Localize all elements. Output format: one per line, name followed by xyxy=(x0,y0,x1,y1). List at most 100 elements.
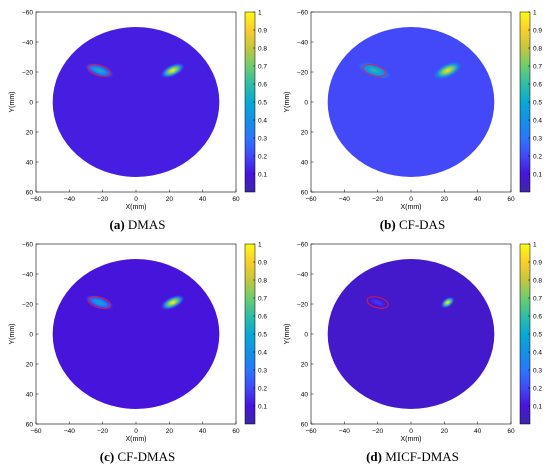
colorbar-tick-label: 0.7 xyxy=(533,63,542,70)
colorbar-tick-label: 0.6 xyxy=(533,313,542,320)
hotspot-2 xyxy=(440,296,455,309)
hotspot-1 xyxy=(356,61,393,80)
heatmap-field xyxy=(327,259,495,409)
heatmap-field xyxy=(52,259,220,409)
colorbar-tick-label: 0.7 xyxy=(533,295,542,302)
colorbar-tick-label: 0.6 xyxy=(258,81,267,88)
heatmap-background xyxy=(52,27,220,177)
colorbar-tick-label: 0.4 xyxy=(533,117,542,124)
x-tick-label: 0 xyxy=(409,428,413,435)
y-tick-label: −40 xyxy=(22,39,33,46)
x-tick-label: 60 xyxy=(232,428,240,435)
heatmap-background xyxy=(327,27,495,177)
y-tick-label: 20 xyxy=(301,361,309,368)
y-tick-label: 60 xyxy=(26,189,34,196)
y-tick-label: 60 xyxy=(301,421,309,428)
x-tick-label: −40 xyxy=(64,196,75,203)
y-tick-label: −20 xyxy=(297,301,308,308)
x-tick-label: 40 xyxy=(199,428,207,435)
colorbar-tick-label: 0.1 xyxy=(533,403,542,410)
panel-a: −60 −40 −20 0 20 40 60 −60 −40 −20 0 20 40 60 X(mm) Y(m… xyxy=(0,0,275,235)
colorbar-tick-label: 0.7 xyxy=(258,295,267,302)
x-tick-label: 0 xyxy=(134,196,138,203)
caption-text-a: DMAS xyxy=(127,217,166,232)
colorbar-tick-label: 0.3 xyxy=(258,367,267,374)
colorbar-tick-label: 0.4 xyxy=(258,117,267,124)
colorbar-tick-label: 0.2 xyxy=(258,153,267,160)
colorbar-tick-label: 0.8 xyxy=(533,45,542,52)
caption-text-b: CF-DAS xyxy=(398,217,446,232)
y-tick-label: 40 xyxy=(301,391,309,398)
colorbar-tick-label: 0.4 xyxy=(258,349,267,356)
heatmap-chart-c: −60 −40 −20 0 20 40 60−60−40−200204060X(mm)Y(m… xyxy=(9,241,267,443)
caption-letter-c: (c) xyxy=(99,449,115,464)
highlight-ellipse xyxy=(87,296,112,309)
heatmap-field xyxy=(52,27,220,177)
x-tick-label: 20 xyxy=(441,428,449,435)
x-tick-label: −20 xyxy=(372,196,383,203)
x-tick-label: 40 xyxy=(199,196,207,203)
hotspot-2 xyxy=(160,294,186,311)
x-tick-label: 20 xyxy=(166,196,174,203)
y-tick-label: 60 xyxy=(26,421,34,428)
y-tick-label: −60 xyxy=(22,241,33,248)
heatmap-field xyxy=(327,27,495,177)
x-tick-label: 0 xyxy=(409,196,413,203)
x-axis-label: X(mm) xyxy=(126,204,147,211)
colorbar-tick-label: 0.6 xyxy=(258,313,267,320)
colorbar-tick-label: 0.8 xyxy=(258,45,267,52)
colorbar-tick-label: 0.2 xyxy=(533,153,542,160)
x-tick-label: −60 xyxy=(30,196,41,203)
y-axis-label: Y(mm) xyxy=(9,324,16,345)
y-tick-label: 0 xyxy=(304,99,308,106)
colorbar-tick-label: 1 xyxy=(533,241,537,248)
y-tick-label: 20 xyxy=(301,129,309,136)
colorbar-tick-label: 0.8 xyxy=(258,277,267,284)
colorbar-tick-label: 0.2 xyxy=(533,385,542,392)
y-tick-label: 40 xyxy=(26,159,34,166)
colorbar-tick-label: 0.4 xyxy=(533,349,542,356)
x-tick-label: −20 xyxy=(97,428,108,435)
y-tick-label: −20 xyxy=(22,301,33,308)
hotspot-1 xyxy=(84,62,115,79)
x-axis-label: X(mm) xyxy=(126,436,147,443)
colorbar-tick-label: 0.9 xyxy=(533,27,542,34)
caption-b: (b) CF-DAS xyxy=(275,217,550,233)
heatmap-chart-a: −60 −40 −20 0 20 40 60−60−40−200204060X(mm)Y(m… xyxy=(9,9,267,211)
x-tick-label: 60 xyxy=(232,196,240,203)
caption-text-c: CF-DMAS xyxy=(117,449,176,464)
x-tick-label: −60 xyxy=(305,196,316,203)
caption-d: (d) MICF-DMAS xyxy=(275,449,550,465)
colorbar-tick-label: 0.7 xyxy=(258,63,267,70)
caption-letter-d: (d) xyxy=(366,449,382,464)
x-tick-label: 40 xyxy=(474,196,482,203)
colorbar-tick-label: 0.3 xyxy=(533,367,542,374)
colorbar-tick-label: 0.2 xyxy=(258,385,267,392)
y-tick-label: −40 xyxy=(297,271,308,278)
heatmap-background xyxy=(52,259,220,409)
highlight-ellipse xyxy=(362,64,387,77)
x-tick-label: 0 xyxy=(134,428,138,435)
y-tick-label: 40 xyxy=(301,159,309,166)
x-axis-label: X(mm) xyxy=(401,436,422,443)
y-axis-label: Y(mm) xyxy=(9,92,16,113)
highlight-ellipse xyxy=(87,64,112,77)
highlight-ellipse xyxy=(366,296,389,309)
y-axis-label: Y(mm) xyxy=(284,92,291,113)
y-tick-label: 40 xyxy=(26,391,34,398)
colorbar-tick-label: 0.1 xyxy=(258,171,267,178)
x-tick-label: 20 xyxy=(441,196,449,203)
caption-letter-b: (b) xyxy=(379,217,396,232)
heatmap-chart-b: −60 −40 −20 0 20 40 60−60−40−200204060X(mm)Y(m… xyxy=(284,9,542,211)
y-axis-label: Y(mm) xyxy=(284,324,291,345)
colorbar-tick-label: 0.1 xyxy=(258,403,267,410)
y-tick-label: −20 xyxy=(22,69,33,76)
colorbar-tick-label: 0.5 xyxy=(533,99,542,106)
caption-letter-a: (a) xyxy=(109,217,125,232)
x-tick-label: −40 xyxy=(64,428,75,435)
x-tick-label: −40 xyxy=(339,428,350,435)
hotspot-1 xyxy=(365,296,391,309)
panel-d: −60 −40 −20 0 20 40 60 −60 −40 −20 0 20 40 60 X(mm) Y(m… xyxy=(275,232,550,467)
colorbar-tick-label: 0.9 xyxy=(533,259,542,266)
heatmap-chart-d: −60 −40 −20 0 20 40 60−60−40−200204060X(mm)Y(m… xyxy=(284,241,542,443)
